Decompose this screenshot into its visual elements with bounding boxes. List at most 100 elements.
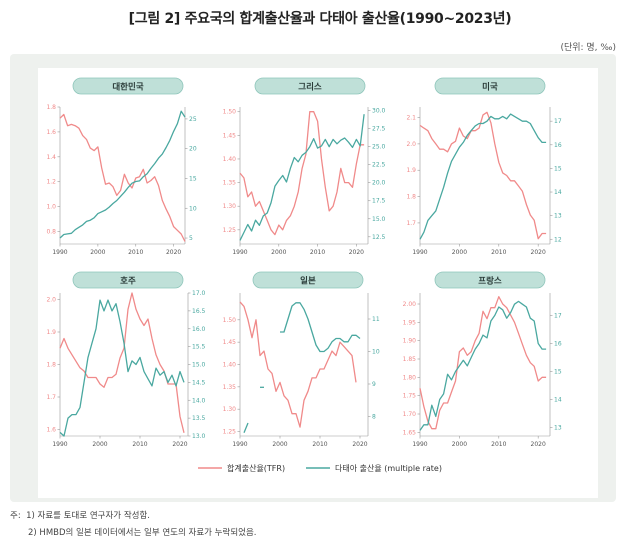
chart-6-left-tick-label: 1.85: [403, 356, 417, 363]
chart-5-left-tick-label: 1.45: [223, 339, 237, 346]
chart-1-right-tick-label: 20: [189, 146, 197, 153]
chart-6-right-tick-label: 15: [554, 369, 562, 376]
chart-4-right-tick-label: 13.0: [192, 433, 206, 440]
chart-1-title-pill: [72, 77, 184, 95]
chart-2-left-tick-label: 1.35: [223, 180, 237, 187]
chart-3-left-tick-label: 1.7: [406, 220, 416, 227]
chart-2-left-tick-label: 1.40: [223, 156, 237, 163]
chart-6-left-tick-label: 1.90: [403, 338, 417, 345]
chart-2-right-tick-label: 22.5: [372, 162, 386, 169]
chart-5-left-tick-label: 1.30: [223, 406, 237, 413]
footnote-prefix: 주:: [10, 511, 21, 521]
chart-4-tfr-line: [59, 292, 185, 433]
chart-4-x-tick-label: 1990: [52, 441, 67, 448]
chart-5-right-tick-label: 11: [372, 316, 380, 323]
chart-1-left-tick-label: 0.8: [46, 229, 56, 236]
chart-1-right-tick-label: 10: [189, 205, 197, 212]
chart-3-title-pill: [434, 77, 546, 95]
chart-1-x-tick-label: 2010: [128, 249, 143, 256]
figure-title: [그림 2] 주요국의 합계출산율과 다태아 출산율(1990~2023년): [128, 11, 512, 27]
chart-1-x-tick-label: 1990: [52, 249, 67, 256]
chart-5-multiple-line: [280, 302, 361, 353]
chart-4-multiple-line: [59, 299, 185, 437]
chart-1-x-tick-label: 2020: [166, 249, 181, 256]
chart-6-multiple-line: [419, 300, 547, 431]
chart-3-right-tick-label: 13: [554, 213, 562, 220]
chart-2-left-tick-label: 1.30: [223, 203, 237, 210]
chart-6-right-tick-label: 16: [554, 340, 562, 347]
chart-6-left-tick-label: 1.75: [403, 393, 417, 400]
chart-2-right-tick-label: 15.0: [372, 216, 386, 223]
chart-5-title-pill: [252, 271, 364, 289]
chart-2-right-tick-label: 12.5: [372, 234, 386, 241]
chart-3-left-tick-label: 2.1: [406, 115, 416, 122]
footnote-line-2: 2) HMBD의 일본 데이터에서는 일부 연도의 자료가 누락되었음.: [28, 528, 257, 538]
chart-4-right-tick-label: 13.5: [192, 415, 206, 422]
chart-3-x-tick-label: 2010: [491, 249, 506, 256]
chart-3-title: 미국: [482, 82, 498, 93]
chart-1-title: 대한민국: [112, 82, 143, 93]
footnotes: 주: 1) 자료를 토대로 연구자가 작성함. 2) HMBD의 일본 데이터에…: [10, 508, 256, 542]
chart-4-right-tick-label: 15.5: [192, 344, 206, 351]
chart-3-right-tick-label: 14: [554, 189, 562, 196]
chart-2-left-tick-label: 1.50: [223, 109, 237, 116]
chart-1-right-tick-label: 5: [189, 235, 193, 242]
chart-6-left-tick-label: 1.65: [403, 429, 417, 436]
chart-4-title: 호주: [120, 276, 136, 287]
chart-6-x-tick-label: 2010: [491, 441, 506, 448]
chart-4-left-tick-label: 1.9: [46, 329, 56, 336]
chart-1-left-tick-label: 1.4: [46, 154, 56, 161]
chart-2-left-tick-label: 1.45: [223, 132, 237, 139]
chart-2-tfr-line: [239, 111, 365, 236]
chart-4-left-tick-label: 2.0: [46, 297, 56, 304]
chart-4-left-tick-label: 1.6: [46, 427, 56, 434]
chart-3-left-tick-label: 1.8: [406, 194, 416, 201]
chart-5-left-tick-label: 1.35: [223, 384, 237, 391]
chart-4-right-tick-label: 16.5: [192, 308, 206, 315]
chart-6-left-tick-label: 2.00: [403, 301, 417, 308]
footnote-1: 주: 1) 자료를 토대로 연구자가 작성함.: [10, 508, 256, 525]
chart-2-left-tick-label: 1.25: [223, 227, 237, 234]
chart-3-tfr-line: [419, 111, 547, 240]
chart-3-multiple-line: [419, 113, 547, 240]
chart-2-x-tick-label: 2000: [271, 249, 286, 256]
chart-1-multiple-line: [59, 110, 186, 239]
chart-2-title-pill: [254, 77, 366, 95]
chart-5-x-tick-label: 2020: [352, 441, 367, 448]
chart-4-right-tick-label: 15.0: [192, 362, 206, 369]
chart-5-x-tick-label: 2000: [272, 441, 287, 448]
chart-5-right-tick-label: 9: [372, 381, 376, 388]
chart-1-x-tick-label: 2000: [90, 249, 105, 256]
chart-5-right-tick-label: 10: [372, 349, 380, 356]
chart-5-left-tick-label: 1.50: [223, 317, 237, 324]
chart-6-x-tick-label: 2020: [531, 441, 546, 448]
chart-2-right-tick-label: 27.5: [372, 126, 386, 133]
chart-6-title: 프랑스: [478, 276, 502, 287]
chart-6-right-tick-label: 14: [554, 397, 562, 404]
chart-1-left-tick-label: 1.8: [46, 104, 56, 111]
legend-multiple-label: 다태아 출산율 (multiple rate): [335, 463, 442, 473]
chart-2-x-tick-label: 2020: [349, 249, 364, 256]
chart-6-left-tick-label: 1.95: [403, 319, 417, 326]
chart-6-left-tick-label: 1.70: [403, 411, 417, 418]
chart-3-x-tick-label: 2020: [531, 249, 546, 256]
chart-4-right-tick-label: 14.5: [192, 379, 206, 386]
chart-6-x-tick-label: 2000: [452, 441, 467, 448]
chart-3-x-tick-label: 2000: [452, 249, 467, 256]
chart-5-left-tick-label: 1.40: [223, 362, 237, 369]
chart-1-right-tick-label: 25: [189, 116, 197, 123]
chart-3-x-tick-label: 1990: [412, 249, 427, 256]
chart-5-x-tick-label: 2010: [312, 441, 327, 448]
legend-tfr-label: 합계출산율(TFR): [227, 463, 285, 473]
unit-label: (단위: 명, ‰): [560, 43, 616, 53]
chart-2-multiple-line: [239, 114, 365, 241]
chart-2-x-tick-label: 1990: [232, 249, 247, 256]
chart-3-right-tick-label: 16: [554, 142, 562, 149]
chart-1-left-tick-label: 1.0: [46, 204, 56, 211]
chart-2-right-tick-label: 25.0: [372, 144, 386, 151]
chart-5-right-tick-label: 8: [372, 414, 376, 421]
chart-1-tfr-line: [59, 113, 186, 242]
chart-3-right-tick-label: 15: [554, 165, 562, 172]
chart-5-tfr-line: [239, 301, 357, 428]
